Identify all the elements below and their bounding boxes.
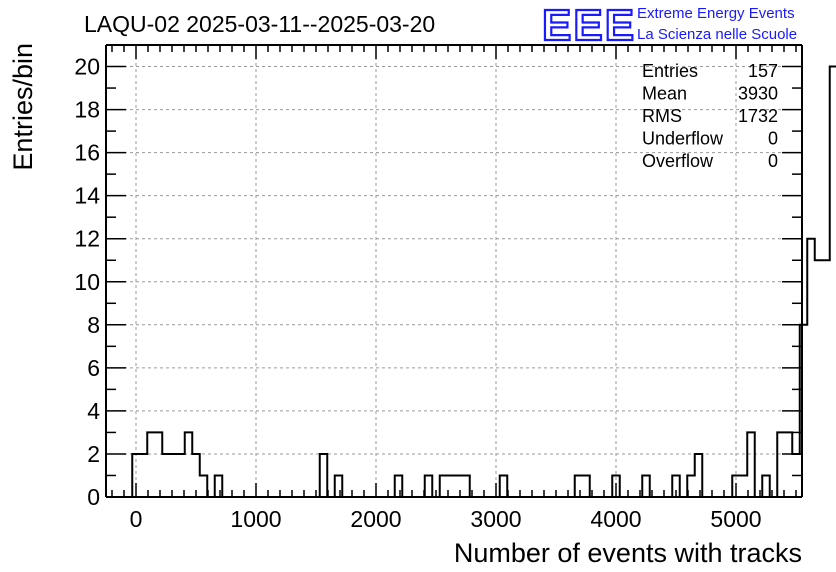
- stats-label: Underflow: [642, 129, 724, 149]
- y-tick-label: 0: [87, 484, 100, 510]
- y-tick-label: 20: [74, 54, 100, 80]
- grid: [106, 45, 802, 497]
- x-axis-label: Number of events with tracks: [454, 538, 802, 568]
- y-tick-label: 18: [74, 97, 100, 123]
- eee-logo-mark: EEE: [542, 1, 636, 50]
- stats-value: 157: [748, 61, 778, 81]
- stats-value: 0: [768, 151, 778, 171]
- x-tick-label: 1000: [230, 506, 281, 532]
- stats-box: Entries 157 Mean 3930 RMS 1732 Underflow 0 Overf…: [642, 61, 778, 171]
- x-tick-label: 4000: [590, 506, 641, 532]
- y-tick-label: 8: [87, 312, 100, 338]
- axes: [105, 44, 803, 498]
- y-axis-label: Entries/bin: [8, 43, 38, 171]
- tick-labels: 0 1000 2000 3000 4000 5000 0 2 4 6 8 10 12 14 16 18 20: [74, 54, 761, 532]
- y-tick-label: 16: [74, 140, 100, 166]
- eee-logo: EEE Extreme Energy Events La Scienza nel…: [541, 0, 797, 51]
- stats-label: Overflow: [642, 151, 714, 171]
- y-tick-label: 4: [87, 398, 100, 424]
- logo-line-2: La Scienza nelle Scuole: [637, 26, 797, 43]
- y-tick-label: 6: [87, 355, 100, 381]
- y-tick-label: 10: [74, 269, 100, 295]
- y-tick-label: 14: [74, 183, 100, 209]
- x-tick-label: 5000: [710, 506, 761, 532]
- x-tick-label: 0: [130, 506, 143, 532]
- stats-value: 3930: [738, 84, 778, 104]
- stats-label: Entries: [642, 61, 698, 81]
- chart-title: LAQU-02 2025-03-11--2025-03-20: [84, 11, 435, 37]
- y-tick-label: 2: [87, 441, 100, 467]
- stats-value: 1732: [738, 106, 778, 126]
- x-tick-label: 3000: [470, 506, 521, 532]
- logo-line-1: Extreme Energy Events: [637, 5, 795, 22]
- stats-label: RMS: [642, 106, 682, 126]
- stats-value: 0: [768, 129, 778, 149]
- stats-label: Mean: [642, 84, 687, 104]
- x-tick-label: 2000: [350, 506, 401, 532]
- y-tick-label: 12: [74, 226, 100, 252]
